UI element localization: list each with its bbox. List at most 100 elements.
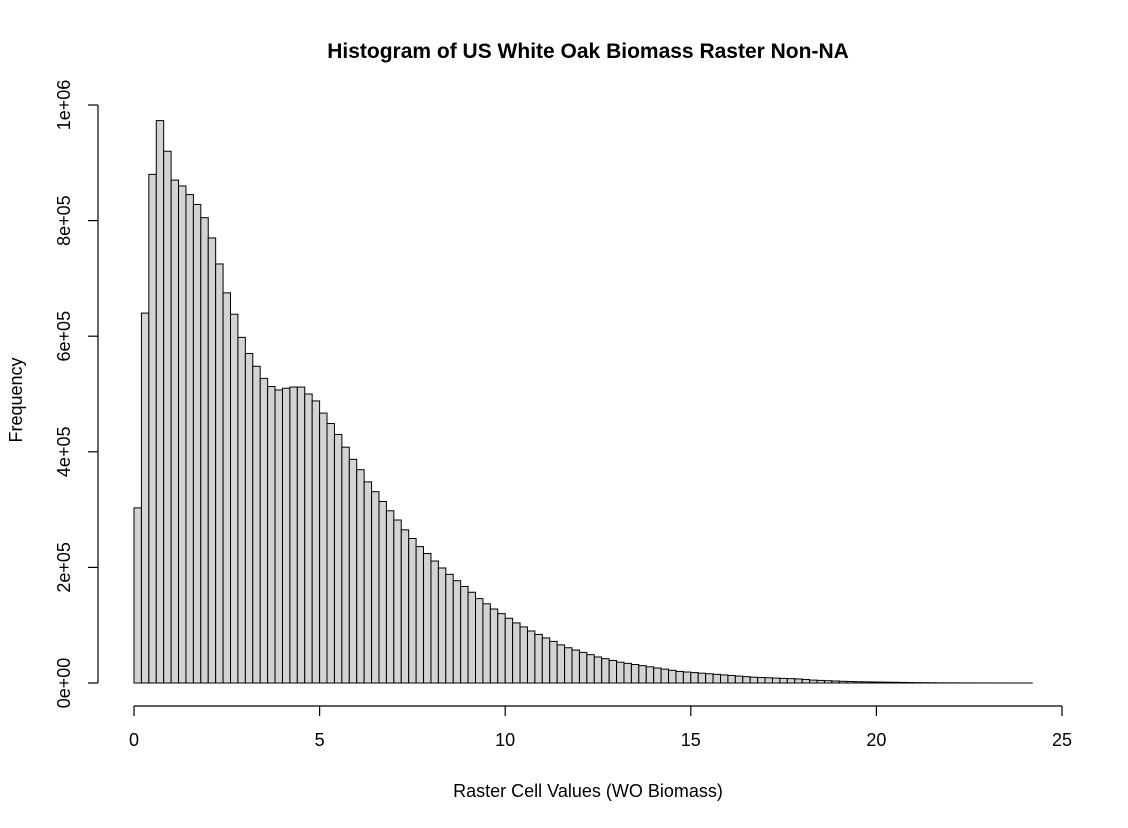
histogram-bar — [697, 672, 707, 684]
y-axis-label: Frequency — [6, 357, 26, 442]
histogram-bar — [779, 677, 788, 684]
histogram-bar — [489, 608, 499, 684]
histogram-bar — [326, 422, 335, 684]
histogram-bar — [155, 120, 165, 684]
histogram-bar — [586, 654, 595, 684]
histogram-bar — [415, 546, 425, 684]
histogram-bar — [638, 665, 647, 684]
histogram-bar — [653, 667, 662, 684]
histogram-bar — [252, 365, 261, 684]
histogram-bar — [192, 203, 202, 684]
histogram-bar — [363, 481, 373, 684]
histogram-bar — [645, 666, 655, 684]
histogram-bar — [660, 668, 670, 684]
histogram-bar — [578, 651, 588, 684]
histogram-bar — [549, 640, 558, 684]
histogram-bar — [393, 519, 402, 684]
histogram-bar — [823, 680, 833, 684]
histogram-bar — [467, 591, 476, 684]
histogram-bar — [452, 580, 462, 684]
histogram-bar — [215, 263, 224, 684]
y-axis: 0e+00 2e+05 4e+05 6e+05 8e+05 1e+06 — [54, 80, 99, 708]
histogram-bar — [890, 681, 900, 684]
histogram-bar — [564, 647, 573, 684]
histogram-bar — [690, 672, 699, 684]
histogram-bar — [809, 679, 818, 684]
histogram-bar — [883, 681, 892, 684]
histogram-bar — [319, 412, 328, 684]
x-axis-label: Raster Cell Values (WO Biomass) — [453, 781, 723, 801]
histogram-bar — [541, 637, 551, 684]
histogram-bar — [794, 678, 803, 684]
histogram-bar — [304, 393, 313, 684]
histogram-bar — [475, 598, 484, 684]
histogram-bar — [556, 644, 566, 684]
histogram-bar — [771, 677, 781, 684]
y-tick-label: 4e+05 — [54, 427, 74, 478]
histogram-bar — [526, 630, 536, 684]
histogram-bar — [400, 529, 410, 684]
histogram-bar — [734, 675, 744, 684]
histogram-bars — [133, 120, 1033, 684]
histogram-bar — [504, 617, 514, 684]
histogram-bar — [185, 194, 194, 684]
histogram-bar — [534, 633, 543, 684]
histogram-bar — [838, 680, 848, 684]
histogram-bar — [831, 680, 840, 684]
x-tick-label: 0 — [129, 730, 139, 750]
histogram-bar — [630, 664, 640, 684]
histogram-bar — [222, 292, 232, 684]
y-tick-label: 6e+05 — [54, 311, 74, 362]
histogram-bar — [853, 681, 863, 684]
y-tick-label: 8e+05 — [54, 195, 74, 246]
histogram-bar — [333, 433, 343, 684]
histogram-bar — [497, 613, 506, 684]
histogram-bar — [816, 679, 825, 684]
x-tick-label: 15 — [681, 730, 701, 750]
x-tick-label: 20 — [866, 730, 886, 750]
histogram-bar — [281, 387, 291, 684]
x-tick-label: 5 — [315, 730, 325, 750]
histogram-bar — [898, 681, 907, 684]
histogram-bar — [846, 681, 855, 684]
histogram-bar — [675, 670, 684, 684]
histogram-bar — [712, 673, 721, 684]
histogram-bar — [742, 676, 751, 684]
histogram-bar — [727, 674, 736, 684]
histogram-bar — [571, 649, 580, 684]
histogram-bar — [757, 677, 766, 684]
histogram-bar — [801, 679, 811, 684]
histogram-bar — [861, 681, 870, 684]
histogram-bar — [207, 237, 217, 684]
histogram-bar — [237, 336, 246, 684]
histogram-bar — [148, 173, 157, 684]
histogram-bar — [163, 150, 172, 684]
histogram-bar — [408, 538, 417, 684]
histogram-bar — [385, 510, 395, 684]
x-tick-label: 25 — [1052, 730, 1072, 750]
histogram-bar — [430, 560, 439, 684]
histogram-bar — [749, 676, 759, 684]
histogram-bar — [371, 491, 380, 684]
histogram-bar — [482, 603, 491, 684]
histogram-bar — [140, 312, 150, 684]
histogram-bar — [668, 669, 677, 684]
histogram-bar — [356, 469, 365, 684]
histogram-bar — [289, 386, 298, 684]
histogram-bar — [601, 658, 610, 684]
histogram-bar — [682, 671, 692, 684]
histogram-bar — [720, 674, 729, 684]
histogram-bar — [437, 567, 447, 684]
histogram-bar — [519, 626, 528, 684]
histogram-bar — [868, 681, 877, 684]
histogram-bar — [311, 400, 321, 684]
histogram-bar — [178, 185, 187, 684]
histogram-bar — [170, 179, 180, 684]
y-tick-label: 1e+06 — [54, 80, 74, 131]
histogram-bar — [593, 656, 603, 684]
histogram-bar — [764, 677, 773, 684]
histogram-bar — [341, 446, 350, 684]
y-tick-label: 2e+05 — [54, 542, 74, 593]
histogram-bar — [348, 458, 358, 684]
